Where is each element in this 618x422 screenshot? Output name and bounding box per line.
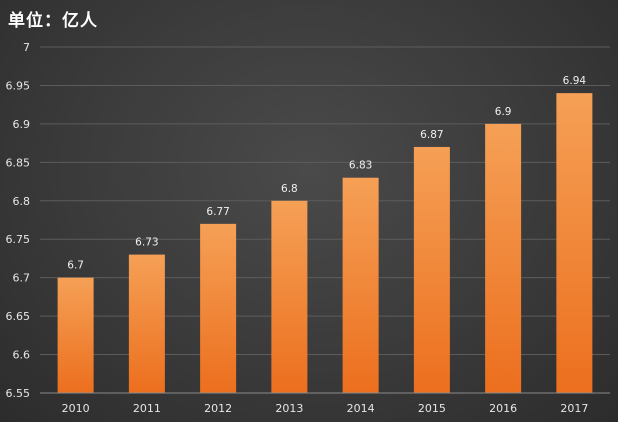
x-tick-label: 2017 [560,402,588,415]
y-tick-label: 6.6 [13,349,31,362]
bar-2015 [413,146,450,393]
bar-2013 [271,200,308,393]
bar-2017 [556,93,593,393]
y-tick-label: 6.75 [6,233,31,246]
data-label: 6.73 [135,237,158,249]
chart-title: 单位：亿人 [8,11,98,31]
data-label: 6.77 [206,206,229,218]
data-labels: 6.7 6.73 6.77 6.8 6.83 6.87 6.9 6.94 [67,75,586,272]
y-tick-label: 6.85 [6,156,31,169]
x-tick-label: 2015 [418,402,446,415]
bar-2011 [128,254,165,393]
y-tick-label: 6.55 [6,387,31,400]
x-tick-label: 2014 [347,402,375,415]
axes: 6.55 6.6 6.65 6.7 6.75 6.8 6.85 6.9 6.95 7 2010 201… [6,41,610,415]
bar-2016 [485,123,522,393]
y-tick-label: 6.7 [13,272,31,285]
x-tick-label: 2013 [275,402,303,415]
x-tick-label: 2011 [133,402,161,415]
data-label: 6.7 [67,260,84,272]
data-label: 6.83 [349,160,372,172]
bar-2014 [342,177,379,393]
x-tick-label: 2010 [62,402,90,415]
y-tick-label: 7 [23,41,30,54]
y-tick-label: 6.95 [6,79,31,92]
data-label: 6.94 [563,75,587,87]
bars [57,93,593,393]
gridlines [40,46,610,356]
y-tick-label: 6.8 [13,195,31,208]
x-tick-label: 2012 [204,402,232,415]
data-label: 6.8 [281,183,298,195]
data-label: 6.9 [495,106,512,118]
y-tick-label: 6.9 [13,118,31,131]
bar-2012 [200,223,237,393]
y-tick-label: 6.65 [6,310,31,323]
bar-2010 [57,277,94,393]
data-label: 6.87 [420,129,443,141]
x-tick-label: 2016 [489,402,517,415]
